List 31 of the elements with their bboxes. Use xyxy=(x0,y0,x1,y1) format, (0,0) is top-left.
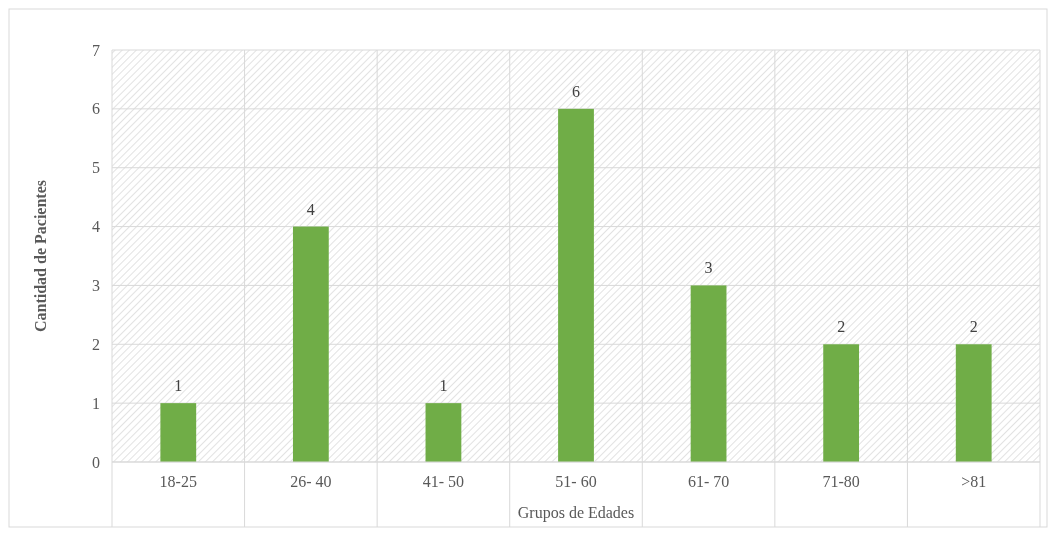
bar xyxy=(292,226,329,462)
bar xyxy=(558,108,594,462)
y-tick-label: 6 xyxy=(92,100,100,118)
y-tick-label: 1 xyxy=(92,394,100,412)
x-tick-label: 41- 50 xyxy=(422,473,465,490)
data-label: 4 xyxy=(306,200,315,218)
y-tick-label: 4 xyxy=(92,218,100,236)
y-tick-label: 7 xyxy=(92,41,100,59)
bar xyxy=(160,403,197,462)
y-axis-title: Cantidad de Pacientes xyxy=(32,180,49,332)
bar xyxy=(425,403,462,462)
x-axis-title: Grupos de Edades xyxy=(517,504,635,522)
y-tick-label: 0 xyxy=(92,453,100,471)
x-tick-label: 71-80 xyxy=(822,473,860,490)
x-tick-label: 18-25 xyxy=(159,473,197,490)
data-label: 3 xyxy=(704,259,713,277)
bar xyxy=(823,344,860,462)
data-label: 2 xyxy=(969,318,978,336)
y-tick-label: 3 xyxy=(92,277,100,295)
x-tick-label: 26- 40 xyxy=(290,473,332,490)
data-label: 2 xyxy=(837,318,846,336)
data-label: 6 xyxy=(572,82,580,100)
bar xyxy=(955,344,992,462)
bar xyxy=(690,285,727,462)
y-tick-label: 2 xyxy=(92,335,100,353)
x-tick-label: 51- 60 xyxy=(555,473,597,490)
x-tick-label: 61- 70 xyxy=(687,473,730,490)
y-tick-label: 5 xyxy=(92,159,100,177)
data-label: 1 xyxy=(174,377,183,395)
x-tick-label: >81 xyxy=(961,473,987,490)
data-label: 1 xyxy=(439,377,448,395)
